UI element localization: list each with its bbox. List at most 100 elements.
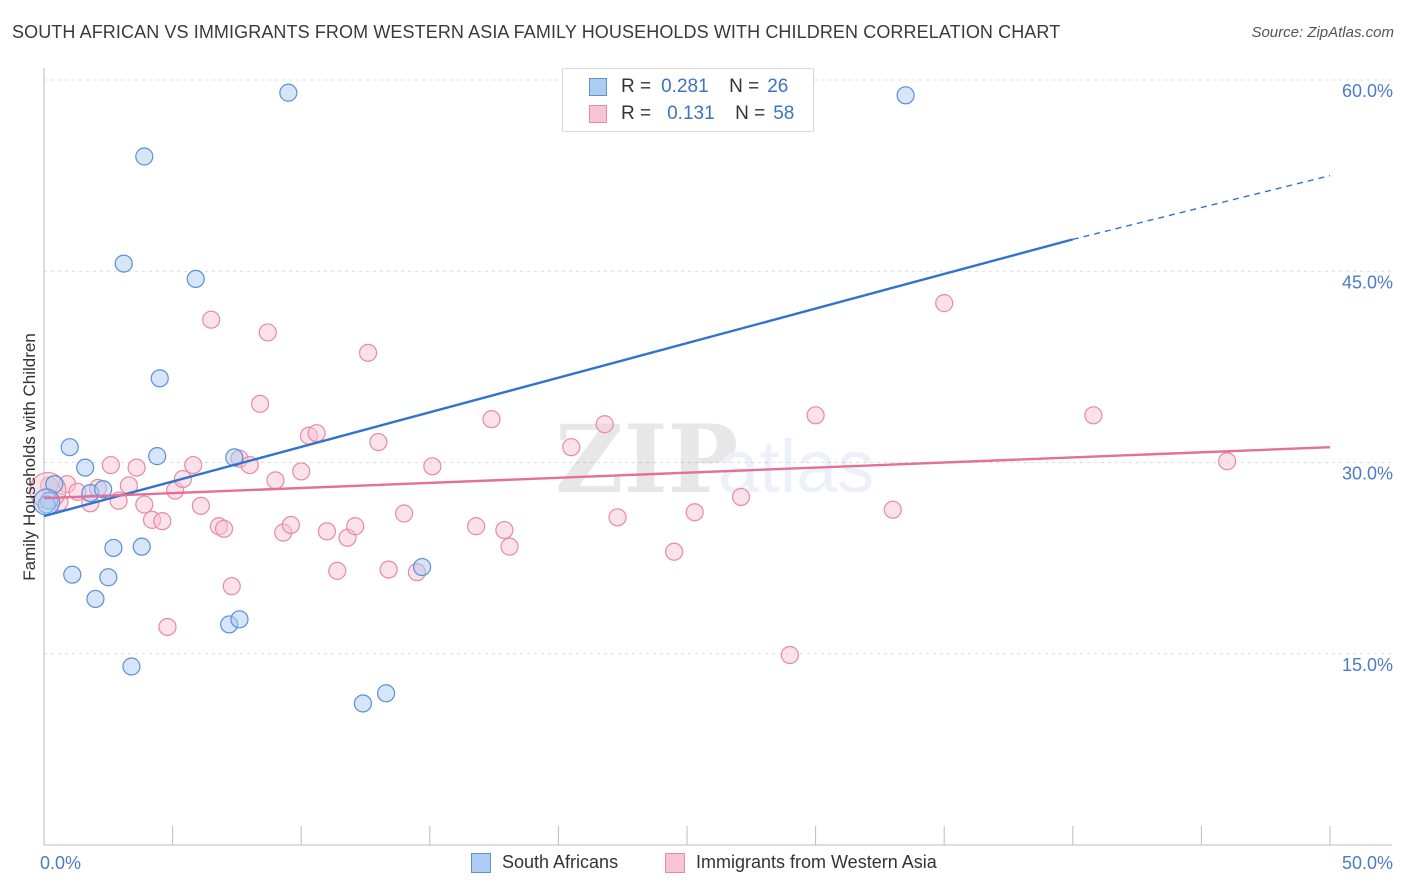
data-point-western-asia [369,433,388,452]
data-point-western-asia [135,495,154,514]
data-point-south-african [132,537,151,556]
legend-n-value: 58 [773,103,795,124]
data-point-western-asia [1218,452,1237,471]
data-point-western-asia [394,504,414,523]
series-south-africans [32,83,915,713]
y-tick-label: 30.0% [1342,464,1393,484]
data-point-western-asia [608,508,627,527]
data-point-western-asia [317,522,337,541]
data-point-western-asia [153,512,172,531]
chart-title: SOUTH AFRICAN VS IMMIGRANTS FROM WESTERN… [12,22,1061,42]
source-credit: Source: ZipAtlas.com [1251,24,1394,41]
data-point-western-asia [202,310,221,329]
data-point-western-asia [500,537,519,556]
series-legend: South Africans Immigrants from Western A… [0,852,1406,876]
data-point-western-asia [379,560,398,579]
axes [43,68,1392,846]
data-point-western-asia [281,515,301,535]
data-point-western-asia [358,343,378,362]
legend-item-western-asia: Immigrants from Western Asia [665,852,937,873]
data-point-south-african [76,458,95,477]
legend-label-western-asia: Immigrants from Western Asia [696,852,937,872]
data-point-south-african [99,568,118,587]
data-point-western-asia [595,415,614,434]
data-point-western-asia [883,500,902,519]
series-immigrants-western-asia [29,294,1237,665]
legend-r-value: 0.281 [661,76,709,97]
data-point-western-asia [423,457,442,476]
x-ticks [43,826,1331,845]
watermark-zip: ZIP [555,405,738,515]
data-point-western-asia [495,520,514,540]
legend-n-label: N = [729,76,760,97]
data-point-western-asia [780,645,799,665]
trendline-south-africans [43,238,1074,518]
trendline-western-asia [43,446,1331,500]
data-point-western-asia [328,561,347,580]
legend-item-south-africans: South Africans [471,852,618,873]
data-point-south-african [63,565,82,584]
data-point-western-asia [292,462,311,481]
legend-swatch-blue [471,852,491,873]
legend-r-label: R = [621,103,652,124]
y-tick-label: 60.0% [1342,81,1393,101]
data-point-western-asia [158,617,177,637]
data-point-western-asia [1084,406,1103,425]
data-point-south-african [45,475,64,494]
trendlines [43,174,1331,518]
data-point-western-asia [258,323,277,342]
x-tick-label-max: 50.0% [1342,853,1393,873]
data-point-south-african [279,83,298,102]
y-tick-label: 15.0% [1342,655,1393,675]
data-point-south-african [353,694,373,713]
legend-n-value: 26 [767,76,789,97]
data-point-western-asia [685,503,704,522]
y-tick-labels: 15.0% 30.0% 45.0% 60.0% [1342,81,1393,675]
legend-row-south-africans: R = 0.281 N = 26 [589,75,788,99]
legend-label-south-africans: South Africans [502,852,619,872]
data-point-south-african [376,684,396,703]
data-point-south-african [94,480,113,499]
data-point-western-asia [731,487,751,507]
data-point-western-asia [935,294,954,313]
data-point-western-asia [184,455,203,475]
data-point-south-african [896,86,915,105]
data-point-western-asia [214,519,234,538]
legend-n-label: N = [735,103,766,124]
data-point-south-african [230,610,249,629]
data-point-western-asia [806,406,825,425]
data-point-western-asia [266,471,285,490]
data-point-south-african [37,495,56,514]
data-point-south-african [135,147,154,166]
data-point-south-african [114,254,133,273]
x-tick-label-min: 0.0% [40,853,81,873]
legend-swatch-blue [589,78,607,96]
legend-swatch-pink [589,105,607,123]
data-point-south-african [104,538,123,558]
data-point-south-african [86,589,105,609]
data-point-south-african [60,438,79,457]
trendline-extension-south-africans [1072,174,1331,241]
y-axis-title: Family Households with Children [20,333,39,581]
data-point-western-asia [482,410,501,429]
data-point-western-asia [346,517,365,536]
legend-r-value: 0.131 [667,103,715,124]
data-point-south-african [148,447,167,466]
data-point-south-african [412,557,432,577]
correlation-legend: R = 0.281 N = 26 R = 0.131 N = 58 [562,68,814,132]
y-tick-label: 45.0% [1342,272,1393,292]
data-point-south-african [150,369,169,388]
data-point-western-asia [665,542,684,561]
data-point-western-asia [307,424,326,443]
data-point-western-asia [250,394,270,413]
gridlines [44,79,1392,655]
data-point-western-asia [562,438,581,457]
data-point-south-african [186,269,205,288]
data-point-south-african [122,657,141,676]
data-point-western-asia [222,577,241,596]
legend-r-label: R = [621,76,652,97]
data-point-western-asia [127,458,146,477]
data-point-western-asia [466,517,486,536]
data-point-western-asia [191,496,210,515]
